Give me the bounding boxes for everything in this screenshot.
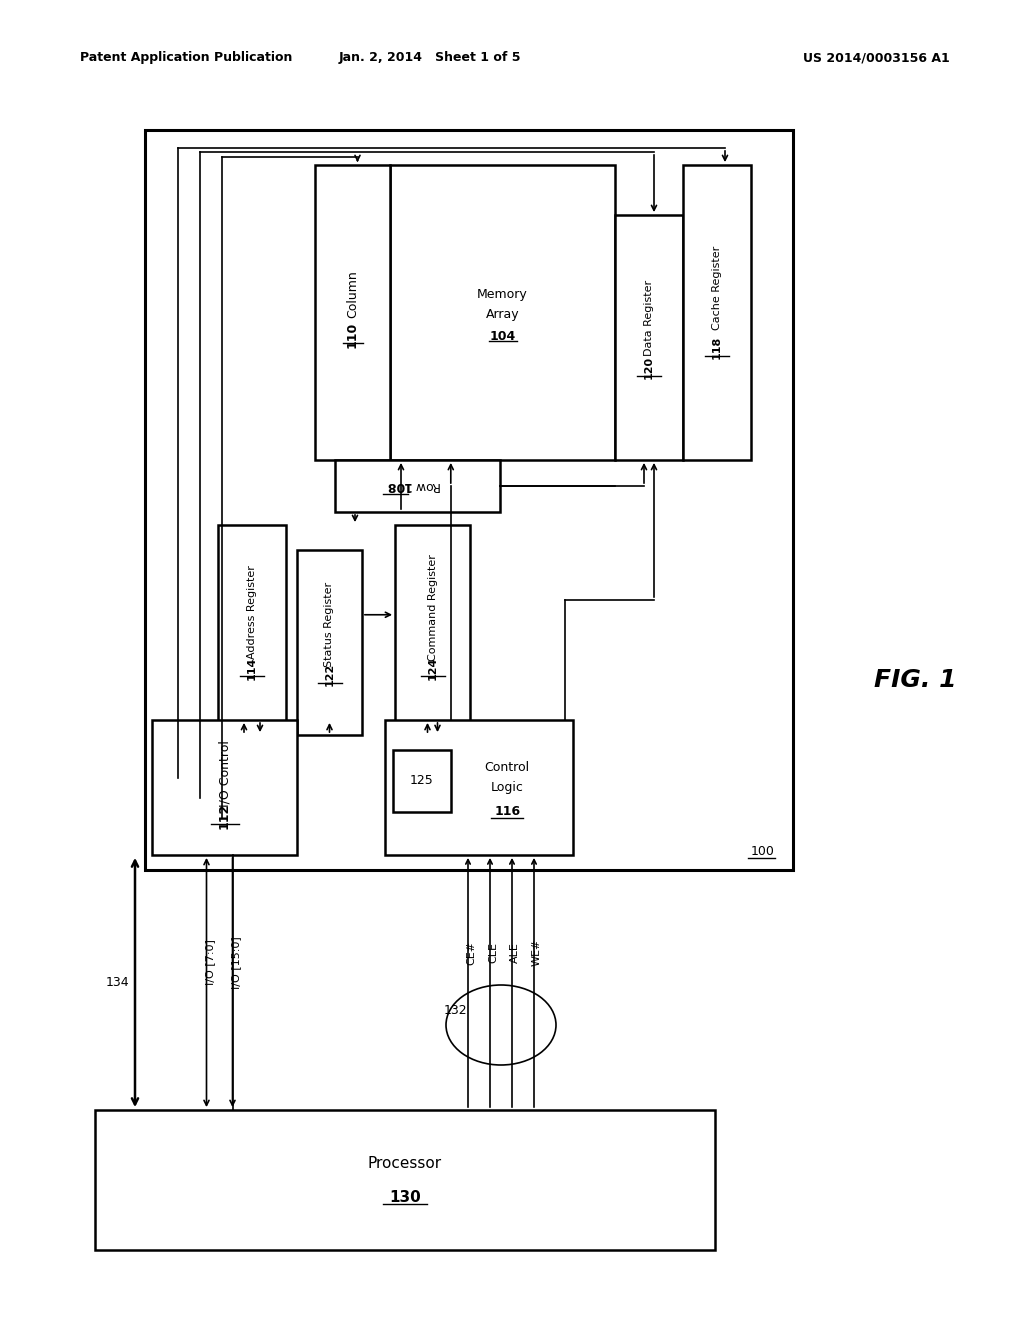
Bar xyxy=(145,129,793,870)
Text: 110: 110 xyxy=(346,321,359,347)
Text: Processor: Processor xyxy=(368,1156,442,1172)
Text: 124: 124 xyxy=(427,656,437,680)
Text: I/O [7:0]: I/O [7:0] xyxy=(206,940,215,986)
Bar xyxy=(95,1110,715,1250)
Text: CE#: CE# xyxy=(466,940,476,965)
Text: 114: 114 xyxy=(247,656,257,680)
Bar xyxy=(390,165,615,459)
Text: Memory: Memory xyxy=(477,288,528,301)
Bar xyxy=(395,525,470,735)
Text: 116: 116 xyxy=(495,805,520,818)
Text: 125: 125 xyxy=(411,775,434,788)
Text: Command Register: Command Register xyxy=(427,554,437,661)
Text: Address Register: Address Register xyxy=(247,565,257,659)
Text: 100: 100 xyxy=(752,845,775,858)
Text: 122: 122 xyxy=(325,663,335,686)
Text: Patent Application Publication: Patent Application Publication xyxy=(80,51,293,65)
Text: US 2014/0003156 A1: US 2014/0003156 A1 xyxy=(803,51,950,65)
Bar xyxy=(615,215,683,459)
Text: CLE: CLE xyxy=(488,942,498,964)
Text: 120: 120 xyxy=(644,356,654,379)
Text: FIG. 1: FIG. 1 xyxy=(873,668,956,692)
Bar xyxy=(152,719,297,855)
Bar xyxy=(393,750,451,812)
Text: Data Register: Data Register xyxy=(644,280,654,355)
Text: I/O [15:0]: I/O [15:0] xyxy=(231,936,242,989)
Text: I/O Control: I/O Control xyxy=(218,741,231,807)
Text: Row: Row xyxy=(413,479,438,492)
Text: Jan. 2, 2014   Sheet 1 of 5: Jan. 2, 2014 Sheet 1 of 5 xyxy=(339,51,521,65)
Bar xyxy=(315,165,390,459)
Text: 112: 112 xyxy=(218,803,231,829)
Text: ALE: ALE xyxy=(510,942,520,962)
Bar xyxy=(218,525,286,735)
Text: WE#: WE# xyxy=(532,939,542,966)
Text: Cache Register: Cache Register xyxy=(712,246,722,330)
Bar xyxy=(385,719,573,855)
Text: Column: Column xyxy=(346,271,359,318)
Text: Logic: Logic xyxy=(490,781,523,795)
Text: 104: 104 xyxy=(489,330,516,343)
Text: 134: 134 xyxy=(105,975,129,989)
Text: Array: Array xyxy=(485,308,519,321)
Text: 108: 108 xyxy=(384,479,411,492)
Text: 132: 132 xyxy=(443,1003,467,1016)
Bar xyxy=(297,550,362,735)
Text: 130: 130 xyxy=(389,1191,421,1205)
Text: Control: Control xyxy=(484,762,529,774)
Bar xyxy=(335,459,500,512)
Bar xyxy=(683,165,751,459)
Text: Status Register: Status Register xyxy=(325,582,335,667)
Text: 118: 118 xyxy=(712,335,722,359)
